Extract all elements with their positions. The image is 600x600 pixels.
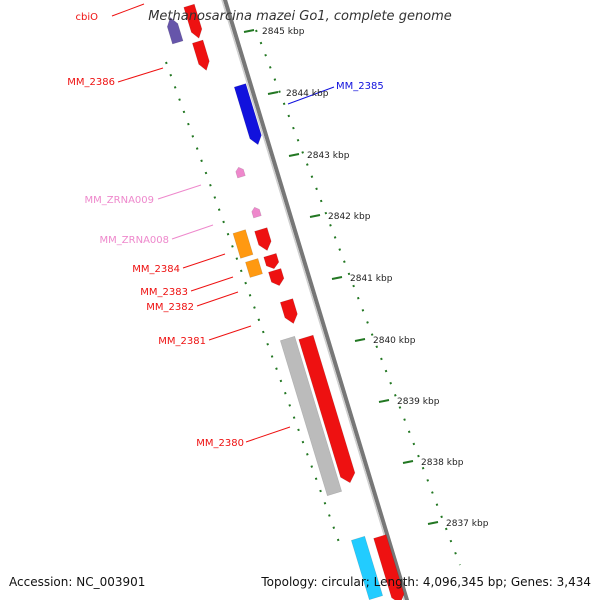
gene-orange-a-shape xyxy=(232,229,254,259)
leader-line-8 xyxy=(208,325,252,341)
ncrna-mm-zrna008 xyxy=(251,206,262,219)
gene-mm-2380-shape xyxy=(298,334,356,484)
scale-tick-1 xyxy=(267,91,279,95)
gene-label-1: MM_2386 xyxy=(67,77,115,88)
gene-navy-top xyxy=(166,17,184,45)
scale-tick-8 xyxy=(427,521,439,525)
gene-label-2: MM_2385 xyxy=(336,81,384,92)
gene-mm-2384-shape xyxy=(254,227,272,251)
gene-navy-top-shape xyxy=(166,17,184,45)
gene-mm-2383 xyxy=(263,253,280,270)
scale-tick-3 xyxy=(309,214,321,218)
scale-label-4: 2841 kbp xyxy=(350,274,393,284)
gene-mm-2380 xyxy=(298,334,356,484)
gene-label-3: MM_ZRNA009 xyxy=(85,195,154,206)
gene-gray-long-shape xyxy=(279,335,343,497)
gene-gray-long xyxy=(279,335,343,497)
leader-line-4 xyxy=(171,224,214,240)
scale-tick-7 xyxy=(402,460,414,464)
leader-line-2 xyxy=(287,86,335,105)
leader-line-6 xyxy=(190,276,234,292)
scale-label-5: 2840 kbp xyxy=(373,336,416,346)
scale-tick-2 xyxy=(288,153,300,157)
gene-mm-2381-shape xyxy=(279,298,298,324)
gene-mm-2384 xyxy=(254,227,272,251)
scale-label-1: 2844 kbp xyxy=(286,89,329,99)
gene-orange-b-shape xyxy=(245,258,263,278)
leader-line-5 xyxy=(182,253,226,269)
gene-red-top-b xyxy=(192,39,210,71)
gene-label-4: MM_ZRNA008 xyxy=(100,235,169,246)
gene-mm-2385 xyxy=(233,83,262,146)
scale-label-8: 2837 kbp xyxy=(446,519,489,529)
scale-tick-6 xyxy=(378,399,390,403)
gene-label-8: MM_2381 xyxy=(158,336,206,347)
scale-label-0: 2845 kbp xyxy=(262,27,305,37)
gene-mm-2381 xyxy=(279,298,298,324)
gene-red-top-b-shape xyxy=(192,39,210,71)
map-title: Methanosarcina mazei Go1, complete genom… xyxy=(148,9,452,24)
gene-label-7: MM_2382 xyxy=(146,302,194,313)
leader-line-1 xyxy=(117,67,164,83)
accession-label: Accession: NC_003901 xyxy=(9,575,146,589)
scale-tick-4 xyxy=(331,276,343,280)
leader-line-3 xyxy=(157,184,202,200)
scale-label-3: 2842 kbp xyxy=(328,212,371,222)
gene-label-6: MM_2383 xyxy=(140,287,188,298)
genome-backbone-highlight xyxy=(221,0,405,600)
gene-orange-b xyxy=(245,258,263,278)
gene-red-top-a xyxy=(183,3,203,39)
gene-mm-2382-shape xyxy=(268,268,285,287)
gene-label-5: MM_2384 xyxy=(132,264,180,275)
scale-tick-0 xyxy=(243,29,255,33)
leader-line-0 xyxy=(111,3,145,17)
scale-label-7: 2838 kbp xyxy=(421,458,464,468)
scale-tick-5 xyxy=(354,338,366,342)
gene-label-0: cbiO xyxy=(76,12,99,23)
ncrna-mm-zrna009-shape xyxy=(235,166,246,179)
gene-mm-2385-shape xyxy=(233,83,262,146)
scale-label-2: 2843 kbp xyxy=(307,151,350,161)
outer-scale-track xyxy=(255,29,461,566)
ncrna-mm-zrna009 xyxy=(235,166,246,179)
gene-red-bottom xyxy=(373,534,405,600)
gene-label-9: MM_2380 xyxy=(196,438,244,449)
leader-line-7 xyxy=(196,291,239,307)
genome-backbone xyxy=(222,0,410,600)
gene-mm-2383-shape xyxy=(263,253,280,270)
topology-label: Topology: circular; Length: 4,096,345 bp… xyxy=(261,575,591,589)
ncrna-mm-zrna008-shape xyxy=(251,206,262,219)
leader-line-9 xyxy=(245,426,291,443)
gene-orange-a xyxy=(232,229,254,259)
gene-red-top-a-shape xyxy=(183,3,203,39)
scale-label-6: 2839 kbp xyxy=(397,397,440,407)
gene-mm-2382 xyxy=(268,268,285,287)
gene-red-bottom-shape xyxy=(373,534,405,600)
